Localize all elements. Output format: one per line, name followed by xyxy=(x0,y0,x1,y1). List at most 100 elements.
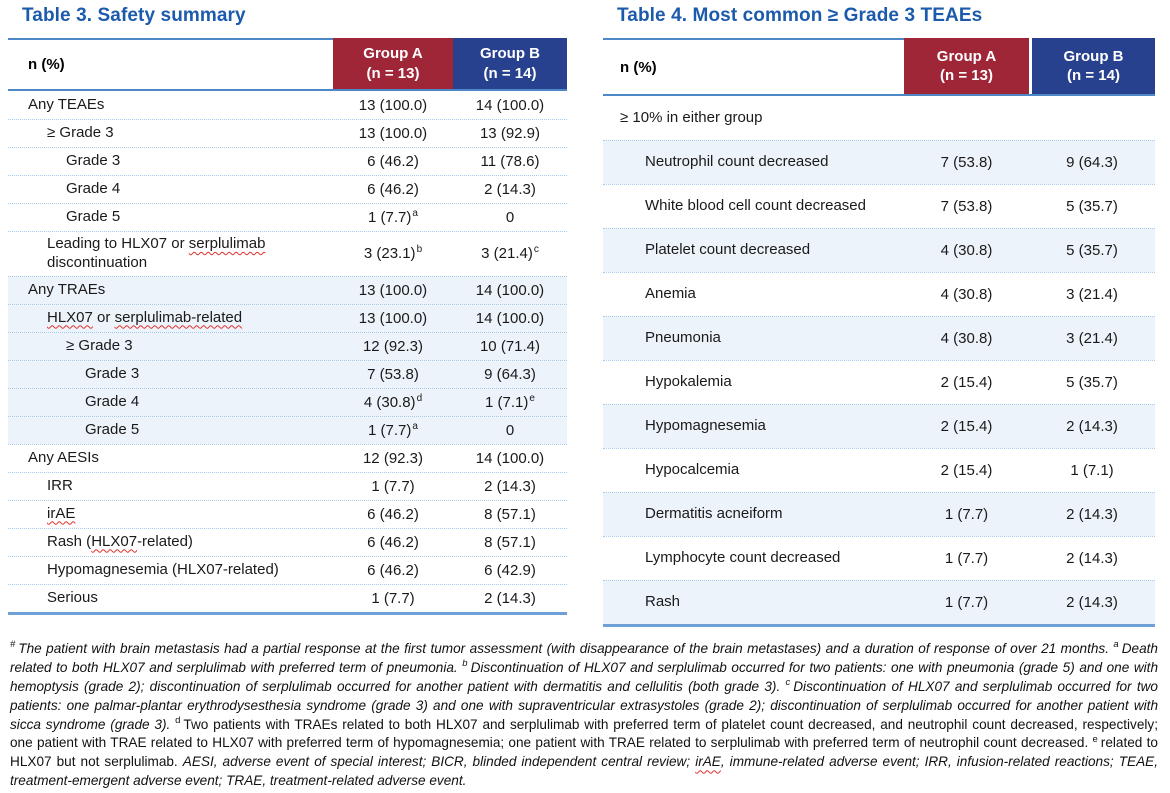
row-label-text: Hypomagnesemia (HLX07-related) xyxy=(47,560,279,578)
table-row: IRR 1 (7.7) 2 (14.3) xyxy=(8,471,567,500)
table-row: Grade 5 1 (7.7)a 0 xyxy=(8,203,567,231)
row-label: Grade 4 xyxy=(8,390,333,415)
row-label: Hypomagnesemia (HLX07-related) xyxy=(8,558,333,583)
table-row: Serious 1 (7.7) 2 (14.3) xyxy=(8,583,567,612)
value-cell: 10 (71.4) xyxy=(479,337,541,355)
value-cell: 13 (100.0) xyxy=(358,309,428,327)
value-cell: 13 (100.0) xyxy=(358,125,428,142)
row-label-text: Hypomagnesemia xyxy=(645,417,766,435)
value-cell: 0 xyxy=(505,209,515,226)
row-label-text: Any AESIs xyxy=(28,448,99,466)
value-cell: 1 (7.7) xyxy=(371,477,415,495)
value-cell: 6 (46.2) xyxy=(367,505,419,523)
value-cell: 3 (21.4)c xyxy=(481,244,539,263)
table4-title: Table 4. Most common ≥ Grade 3 TEAEs xyxy=(617,5,983,26)
table4-group-a-header: Group A (n = 13) xyxy=(904,38,1029,94)
footnote-text: irAE xyxy=(695,754,721,770)
value-cell: 2 (15.4) xyxy=(940,374,993,391)
footnote-text: Discontinuation of HLX07 and serplulimab… xyxy=(10,678,1158,732)
table-row: Grade 4 4 (30.8)d 1 (7.1)e xyxy=(8,387,567,416)
row-label-text: Hypokalemia xyxy=(645,373,732,391)
table3-group-b-header: Group B (n = 14) xyxy=(453,38,567,89)
value-cell: 14 (100.0) xyxy=(475,309,545,327)
row-label-text: Rash xyxy=(645,593,681,611)
table-row: irAE 6 (46.2) 8 (57.1) xyxy=(8,499,567,528)
row-label: Dermatitis acneiform xyxy=(603,502,904,527)
footnote-superscript: c xyxy=(785,677,791,689)
table3-title: Table 3. Safety summary xyxy=(22,5,246,26)
group-b-name: Group B xyxy=(480,45,540,62)
value-cell: 1 (7.1)e xyxy=(485,392,535,411)
value-cell: 2 (15.4) xyxy=(940,462,993,479)
table-row: Lymphocyte count decreased 1 (7.7) 2 (14.3… xyxy=(603,536,1155,580)
row-label-text: or xyxy=(92,308,115,326)
value-cell: 14 (100.0) xyxy=(475,96,545,114)
table-row: Rash (HLX07-related) 6 (46.2) 8 (57.1) xyxy=(8,527,567,556)
value-cell: 2 (14.3) xyxy=(1066,418,1118,435)
row-label-text: Dermatitis acneiform xyxy=(645,505,783,523)
value-cell: 1 (7.7) xyxy=(944,594,989,611)
value-cell: 2 (14.3) xyxy=(1066,594,1118,611)
value-cell: 13 (100.0) xyxy=(358,281,428,299)
row-label: Rash (HLX07-related) xyxy=(8,530,333,555)
table-row: Leading to HLX07 or serplulimab disconti… xyxy=(8,231,567,276)
value-cell: 0 xyxy=(505,421,515,439)
table-row: Pneumonia 4 (30.8) 3 (21.4) xyxy=(603,316,1155,360)
row-label-text: Lymphocyte count decreased xyxy=(645,549,841,567)
value-cell: 14 (100.0) xyxy=(475,449,545,467)
row-label-text: IRR xyxy=(47,476,73,494)
group-a-name: Group A xyxy=(936,47,997,65)
row-label-text: Anemia xyxy=(645,285,696,303)
table-row: Hypomagnesemia 2 (15.4) 2 (14.3) xyxy=(603,404,1155,448)
value-cell: 2 (14.3) xyxy=(484,181,536,198)
table-row: Platelet count decreased 4 (30.8) 5 (35.7) xyxy=(603,228,1155,272)
table-row: Rash 1 (7.7) 2 (14.3) xyxy=(603,580,1155,624)
value-cell: 9 (64.3) xyxy=(484,365,536,383)
table-row: Hypomagnesemia (HLX07-related) 6 (46.2) 6 … xyxy=(8,555,567,584)
value-cell: 8 (57.1) xyxy=(484,533,536,551)
footnote-text: , immune-related adverse event; IRR, inf… xyxy=(10,754,1158,789)
value-cell: 1 (7.7) xyxy=(371,589,415,607)
value-cell: 3 (23.1)b xyxy=(363,244,423,263)
footnote: # The patient with brain metastasis had a… xyxy=(8,640,1162,791)
footnote-text: Two patients with TRAEs related to both … xyxy=(10,716,1158,751)
table-row: HLX07 or serplulimab-related 13 (100.0) 14… xyxy=(8,303,567,332)
row-label: Grade 5 xyxy=(8,418,333,443)
value-cell: 6 (46.2) xyxy=(367,561,419,579)
table-row: White blood cell count decreased 7 (53.8)… xyxy=(603,184,1155,228)
value-cell: 13 (92.9) xyxy=(479,125,541,142)
table4: n (%) Group A (n = 13) Group B (n = 14) … xyxy=(603,38,1155,627)
row-label-text: Any TEAEs xyxy=(28,95,105,113)
row-label-text: serplulimab-related xyxy=(114,308,243,326)
group-a-name: Group A xyxy=(363,45,423,62)
row-label-text: irAE xyxy=(47,504,76,522)
value-cell: 6 (46.2) xyxy=(367,181,419,198)
value-cell: 4 (30.8)d xyxy=(363,392,423,411)
value-cell: 6 (46.2) xyxy=(367,153,419,170)
value-cell: 4 (30.8) xyxy=(940,286,993,303)
row-label: Grade 3 xyxy=(8,362,333,387)
row-label: Hypomagnesemia xyxy=(603,414,904,439)
table4-body: ≥ 10% in either group Neutrophil count de… xyxy=(603,96,1155,624)
table-row: Any AESIs 12 (92.3) 14 (100.0) xyxy=(8,443,567,472)
value-cell: 7 (53.8) xyxy=(940,198,993,215)
row-label: HLX07 or serplulimab-related xyxy=(8,306,333,331)
footnote-superscript: a xyxy=(1113,639,1119,651)
value-cell: 5 (35.7) xyxy=(1066,198,1118,215)
row-label: Pneumonia xyxy=(603,326,904,351)
footnote-text: The patient with brain metastasis had a … xyxy=(18,641,1114,656)
value-cell: 1 (7.7)a xyxy=(368,208,418,227)
value-cell: 3 (21.4) xyxy=(1066,330,1118,347)
row-label-text: Leading to HLX07 or xyxy=(47,235,189,252)
group-a-n: (n = 13) xyxy=(940,67,993,84)
table-row: Hypocalcemia 2 (15.4) 1 (7.1) xyxy=(603,448,1155,492)
value-cell: 9 (64.3) xyxy=(1066,154,1118,171)
row-label: Grade 3 xyxy=(8,149,333,174)
row-label: Neutrophil count decreased xyxy=(603,150,904,175)
value-cell: 7 (53.8) xyxy=(367,365,419,383)
row-label: ≥ Grade 3 xyxy=(8,334,333,359)
row-label: Any TRAEs xyxy=(8,278,333,303)
table4-header: n (%) Group A (n = 13) Group B (n = 14) xyxy=(603,38,1155,96)
value-cell: 1 (7.7) xyxy=(944,550,989,567)
value-cell: 8 (57.1) xyxy=(484,505,536,523)
